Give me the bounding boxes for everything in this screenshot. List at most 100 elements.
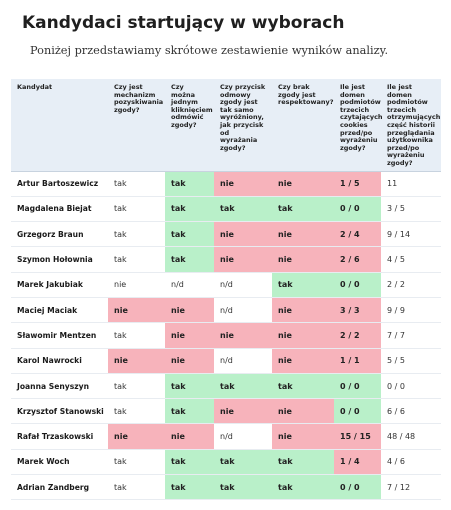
cell-equal-prominence: tak [214,474,272,500]
cell-one-click-refusal: tak [165,474,214,500]
cell-refusal-respected: nie [272,171,334,197]
table-row: Artur Bartoszewicz tak tak nie nie 1 / 5 11 [11,171,441,197]
cell-candidate-name: Szymon Hołownia [17,255,93,265]
cell-refusal-respected: nie [272,348,334,374]
header-row: Kandydat Czy jest mechanizm pozyskiwania… [11,79,441,172]
cell-consent-mechanism: tak [114,179,127,189]
cell-cookie-domains: 2 / 2 [334,322,381,349]
cell-one-click-refusal: nie [165,322,214,349]
table-row: Marek Jakubiak nie n/d n/d tak 0 / 0 2 / 2 [11,272,441,298]
cell-history-domains: 5 / 5 [387,356,405,366]
cell-refusal-respected: nie [272,221,334,247]
cell-equal-prominence: nie [214,322,272,349]
cell-history-domains: 2 / 2 [387,280,405,290]
cell-history-domains: 9 / 14 [387,229,411,239]
cell-history-domains: 4 / 6 [387,457,405,467]
header-refusal-respected: Czy brak zgody jest respektowany? [272,79,334,172]
cell-candidate-name: Maciej Maciak [17,305,78,315]
header-consent-mechanism: Czy jest mechanizm pozyskiwania zgody? [108,79,165,172]
cell-equal-prominence: n/d [220,356,233,366]
cell-cookie-domains: 15 / 15 [334,423,381,450]
cell-candidate-name: Magdalena Biejat [17,204,92,214]
cell-cookie-domains: 1 / 1 [334,348,381,374]
cell-cookie-domains: 3 / 3 [334,297,381,323]
cell-consent-mechanism: tak [114,381,127,391]
cell-equal-prominence: nie [214,398,272,424]
cell-consent-mechanism: tak [114,204,127,214]
cell-cookie-domains: 0 / 0 [334,398,381,424]
cell-cookie-domains: 0 / 0 [334,373,381,399]
cell-consent-mechanism: tak [114,255,127,265]
cell-cookie-domains: 0 / 0 [334,272,381,298]
header-candidate: Kandydat [11,79,108,172]
cell-cookie-domains: 2 / 6 [334,246,381,273]
cell-cookie-domains: 1 / 5 [334,171,381,197]
cell-candidate-name: Artur Bartoszewicz [17,179,99,189]
cell-history-domains: 48 / 48 [387,432,416,442]
cell-equal-prominence: n/d [220,305,233,315]
cell-candidate-name: Karol Nawrocki [17,356,82,366]
cell-history-domains: 11 [387,179,398,189]
cell-history-domains: 3 / 5 [387,204,405,214]
cell-equal-prominence: tak [214,196,272,222]
cell-one-click-refusal: tak [165,246,214,273]
header-third-party-history-domains: Ile jest domen podmiotów trzecich otrzym… [381,79,441,172]
cell-refusal-respected: tak [272,272,334,298]
cell-refusal-respected: tak [272,196,334,222]
page-title: Kandydaci startujący w wyborach [22,13,345,33]
cell-one-click-refusal: tak [165,398,214,424]
cell-refusal-respected: tak [272,373,334,399]
table-body: Artur Bartoszewicz tak tak nie nie 1 / 5 11 Mag… [11,171,441,500]
cell-candidate-name: Krzysztof Stanowski [17,406,104,416]
cell-equal-prominence: nie [214,221,272,247]
cell-equal-prominence: n/d [220,432,233,442]
cell-history-domains: 7 / 12 [387,482,411,492]
cell-refusal-respected: nie [272,423,334,450]
cell-refusal-respected: nie [272,322,334,349]
cell-consent-mechanism: tak [114,229,127,239]
cell-consent-mechanism: tak [114,482,127,492]
cell-candidate-name: Marek Jakubiak [17,280,83,290]
cell-candidate-name: Marek Woch [17,457,70,467]
cell-equal-prominence: nie [214,171,272,197]
cell-one-click-refusal: tak [165,221,214,247]
cell-cookie-domains: 2 / 4 [334,221,381,247]
cell-one-click-refusal: tak [165,196,214,222]
cell-one-click-refusal: nie [165,297,214,323]
cell-history-domains: 9 / 9 [387,305,405,315]
cell-refusal-respected: tak [272,474,334,500]
cell-cookie-domains: 0 / 0 [334,474,381,500]
cell-consent-mechanism: nie [108,297,165,323]
cell-refusal-respected: nie [272,297,334,323]
header-third-party-cookie-domains: Ile jest domen podmiotów trzecich czytaj… [334,79,383,172]
page-subtitle: Poniżej przedstawiamy skrótowe zestawien… [30,44,389,57]
cell-one-click-refusal: tak [165,373,214,399]
cell-one-click-refusal: nie [165,423,214,450]
cell-history-domains: 4 / 5 [387,255,405,265]
cell-consent-mechanism: nie [108,423,165,450]
cell-equal-prominence: tak [214,449,272,475]
cell-equal-prominence: tak [214,373,272,399]
cell-consent-mechanism: tak [114,406,127,416]
cell-history-domains: 0 / 0 [387,381,405,391]
cell-one-click-refusal: nie [165,348,214,374]
cell-consent-mechanism: nie [108,348,165,374]
cell-refusal-respected: tak [272,449,334,475]
cell-history-domains: 7 / 7 [387,330,405,340]
cell-equal-prominence: nie [214,246,272,273]
cell-consent-mechanism: nie [114,280,127,290]
cell-one-click-refusal: tak [165,171,214,197]
header-equal-button-prominence: Czy przycisk odmowy zgody jest tak samo … [214,79,272,172]
cell-cookie-domains: 0 / 0 [334,196,381,222]
cell-candidate-name: Adrian Zandberg [17,482,90,492]
